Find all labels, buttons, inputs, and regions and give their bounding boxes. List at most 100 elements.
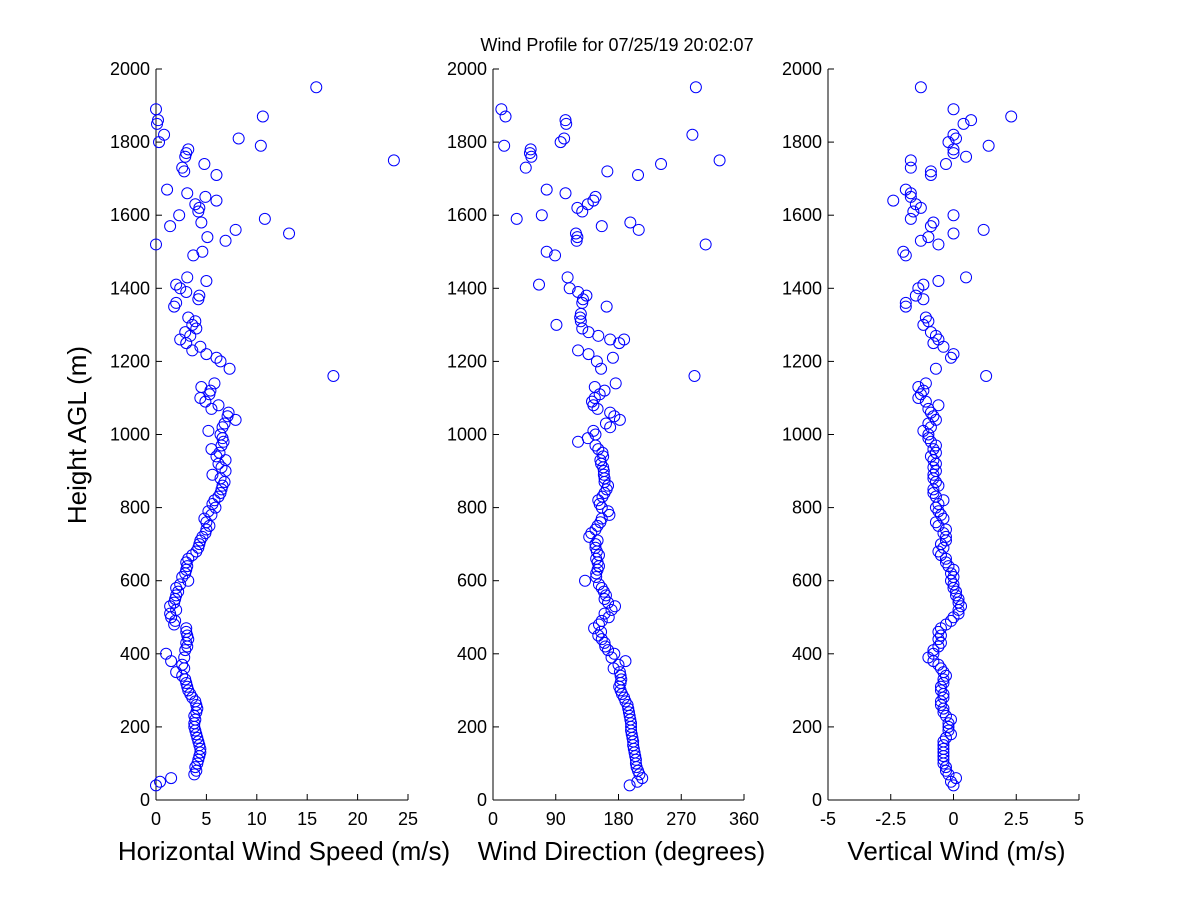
y-axis-label: Height AGL (m) <box>62 346 92 524</box>
data-point <box>202 424 215 437</box>
data-point <box>540 183 553 196</box>
data-point <box>510 212 523 225</box>
data-point <box>212 457 225 470</box>
data-point <box>210 168 223 181</box>
data-point <box>887 194 900 207</box>
data-point <box>195 380 208 393</box>
y-tick-label: 800 <box>792 498 822 518</box>
data-point <box>200 274 213 287</box>
data-point <box>927 216 940 229</box>
y-tick-label: 400 <box>120 644 150 664</box>
data-point <box>605 603 618 616</box>
data-point <box>934 680 947 693</box>
data-point <box>495 103 508 116</box>
data-point <box>213 446 226 459</box>
data-point <box>927 468 940 481</box>
data-point <box>576 205 589 218</box>
y-tick-label: 200 <box>120 717 150 737</box>
data-point <box>947 103 960 116</box>
data-point <box>170 278 183 291</box>
data-point <box>585 527 598 540</box>
data-point <box>150 238 162 251</box>
data-point <box>179 150 192 163</box>
data-point <box>196 245 209 258</box>
data-point <box>160 647 173 660</box>
data-point <box>939 158 952 171</box>
panel-horizontal-speed: 0 200 400 600 800 1000 1200 1400 1600 1800 2000 0 5 1… <box>110 59 450 866</box>
data-point <box>942 720 955 733</box>
data-point <box>214 486 227 499</box>
data-point <box>193 201 206 214</box>
y-tick-label: 400 <box>792 644 822 664</box>
data-point <box>583 530 596 543</box>
data-point <box>602 479 615 492</box>
data-point <box>164 220 177 233</box>
data-point <box>576 296 589 309</box>
data-point <box>699 238 712 251</box>
chart-title: Wind Profile for 07/25/19 20:02:07 <box>480 35 753 55</box>
x-tick-label: 180 <box>603 809 633 829</box>
y-tick-label: 1200 <box>110 351 150 371</box>
data-point <box>523 147 536 160</box>
data-point <box>182 311 195 324</box>
data-point <box>929 476 942 489</box>
data-point <box>947 147 960 160</box>
data-point <box>595 220 608 233</box>
panel-wind-direction: 0 200 400 600 800 1000 1200 1400 1600 1800 2000 0 90… <box>447 59 765 866</box>
data-point <box>602 611 615 624</box>
data-point <box>582 326 595 339</box>
data-point <box>164 607 177 620</box>
data-point <box>957 117 970 130</box>
data-point <box>612 658 625 671</box>
x-tick-label: 0 <box>488 809 498 829</box>
data-point <box>190 728 203 741</box>
data-point <box>713 154 726 167</box>
data-point <box>599 417 612 430</box>
x-tick-label: 5 <box>201 809 211 829</box>
data-point <box>192 205 205 218</box>
data-point <box>152 114 165 127</box>
data-point <box>176 571 189 584</box>
data-point <box>609 377 622 390</box>
data-point <box>180 622 193 635</box>
data-point <box>932 238 945 251</box>
data-point <box>909 289 922 302</box>
data-point <box>223 362 236 375</box>
data-point <box>934 636 947 649</box>
data-point <box>387 154 400 167</box>
data-point <box>208 377 221 390</box>
data-point <box>618 333 631 346</box>
y-tick-label: 200 <box>457 717 487 737</box>
data-point <box>176 161 189 174</box>
data-point <box>942 560 955 573</box>
data-point <box>602 596 615 609</box>
data-point <box>922 231 935 244</box>
data-point <box>579 574 592 587</box>
data-point <box>199 190 212 203</box>
data-point <box>947 571 960 584</box>
data-point <box>606 351 619 364</box>
y-tick-label: 1200 <box>447 351 487 371</box>
data-point <box>214 355 227 368</box>
data-point <box>186 344 199 357</box>
x-tick-label: 270 <box>666 809 696 829</box>
y-tick-label: 600 <box>792 571 822 591</box>
data-point <box>934 684 947 697</box>
data-point <box>191 757 204 770</box>
data-point <box>689 81 702 94</box>
data-point <box>598 607 611 620</box>
data-point <box>587 194 600 207</box>
data-point <box>939 523 952 536</box>
data-point <box>554 136 567 149</box>
data-point <box>922 315 935 328</box>
data-point <box>942 717 955 730</box>
data-point <box>170 582 183 595</box>
data-point <box>540 245 553 258</box>
data-point <box>258 212 271 225</box>
data-point <box>154 775 167 788</box>
data-point <box>210 450 223 463</box>
data-point <box>899 300 912 313</box>
data-point <box>192 541 205 554</box>
